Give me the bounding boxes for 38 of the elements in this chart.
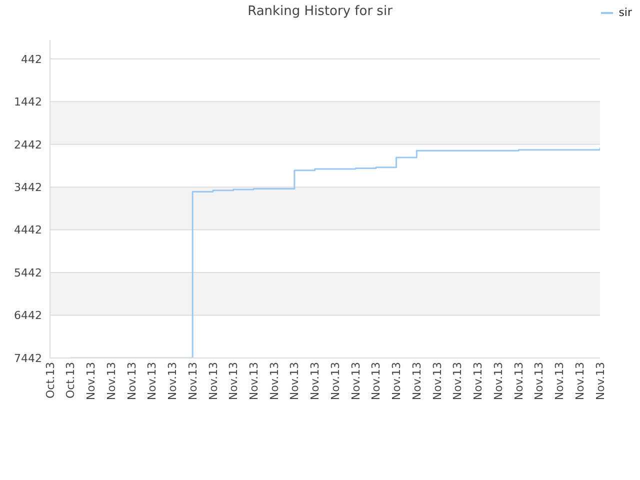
x-tick-label: Nov.13 (206, 362, 220, 400)
y-tick-label: 2442 (14, 138, 42, 152)
x-tick-label: Nov.13 (328, 362, 342, 400)
x-tick-label: Nov.13 (84, 362, 98, 400)
x-tick-label: Nov.13 (104, 362, 118, 400)
x-tick-label: Nov.13 (410, 362, 424, 400)
chart-title: Ranking History for sir (248, 4, 392, 19)
x-tick-label: Nov.13 (370, 362, 383, 400)
x-tick-label: Nov.13 (573, 362, 586, 400)
x-tick-label: Nov.13 (512, 362, 526, 400)
x-tick-label: Nov.13 (166, 362, 180, 400)
x-tick-label: Nov.13 (268, 362, 281, 400)
x-tick-label: Nov.13 (186, 362, 200, 400)
y-tick-label: 3442 (14, 180, 42, 194)
y-tick-label: 5442 (14, 266, 42, 280)
x-tick-label: Oct.13 (44, 362, 57, 399)
x-tick-label: Nov.13 (146, 362, 159, 400)
x-tick-label: Nov.13 (288, 362, 302, 400)
x-tick-label: Nov.13 (308, 362, 322, 400)
y-tick-label: 4442 (14, 224, 42, 237)
y-tick-label: 442 (21, 52, 42, 66)
x-tick-label: Nov.13 (430, 362, 444, 400)
x-tick-label: Oct.13 (64, 362, 78, 399)
x-tick-label: Nov.13 (390, 362, 404, 400)
x-tick-label: Nov.13 (451, 362, 464, 400)
legend-label: sir (618, 6, 632, 19)
x-tick-label: Nov.13 (248, 362, 261, 400)
y-tick-label: 1442 (14, 96, 42, 109)
x-tick-label: Nov.13 (125, 362, 138, 400)
x-tick-label: Nov.13 (492, 362, 505, 400)
x-tick-label: Nov.13 (472, 362, 485, 400)
y-tick-label: 6442 (14, 309, 42, 322)
x-tick-label: Nov.13 (594, 362, 607, 400)
x-tick-label: Nov.13 (227, 362, 240, 400)
x-tick-label: Nov.13 (532, 362, 546, 400)
x-tick-label: Nov.13 (349, 362, 362, 400)
x-tick-label: Nov.13 (553, 362, 566, 400)
y-tick-label: 7442 (14, 352, 42, 365)
